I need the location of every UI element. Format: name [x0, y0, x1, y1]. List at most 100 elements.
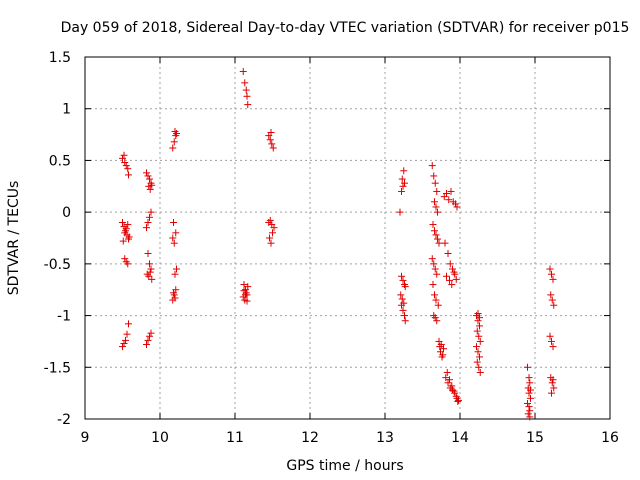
data-point: [549, 376, 557, 384]
data-point: [475, 332, 483, 340]
data-point: [434, 235, 441, 243]
axes: 9 10 11 12 13 14 15 16 -2 -1.5 -1 -0.5 0 0.5 1 1.5: [44, 50, 619, 446]
data-series: [119, 67, 558, 421]
data-point: [266, 234, 273, 242]
data-point: [440, 345, 447, 353]
data-point: [125, 320, 132, 328]
data-point: [244, 101, 252, 109]
data-point: [446, 260, 454, 268]
data-point: [524, 363, 531, 371]
y-tick-label: 1.5: [49, 50, 71, 66]
data-point: [145, 182, 153, 190]
data-point: [433, 270, 441, 278]
data-point: [443, 368, 451, 376]
data-point: [446, 376, 453, 384]
data-point: [474, 310, 482, 318]
data-point: [399, 306, 407, 314]
data-point: [446, 276, 453, 284]
data-point: [398, 301, 405, 309]
data-point: [475, 363, 483, 371]
data-point: [267, 239, 275, 247]
x-tick-label: 15: [526, 430, 544, 446]
data-point: [525, 374, 533, 382]
data-point: [125, 171, 132, 179]
data-point: [527, 394, 534, 402]
data-point: [430, 172, 438, 180]
data-point: [474, 348, 482, 356]
data-point: [171, 270, 179, 278]
data-point: [439, 351, 447, 359]
data-point: [401, 312, 408, 320]
data-point: [450, 268, 458, 276]
data-point: [170, 289, 177, 297]
data-point: [144, 218, 152, 226]
data-point: [146, 260, 153, 268]
data-point: [399, 276, 407, 284]
x-tick-label: 10: [151, 430, 169, 446]
data-point: [434, 208, 441, 216]
data-point: [120, 151, 128, 159]
data-point: [147, 208, 155, 216]
data-point: [240, 287, 248, 295]
data-point: [429, 221, 437, 229]
data-point: [525, 403, 533, 411]
data-point: [443, 190, 450, 198]
x-tick-label: 14: [451, 430, 469, 446]
data-point: [428, 255, 436, 263]
data-point: [449, 265, 456, 273]
data-point: [242, 86, 250, 94]
data-point: [122, 336, 129, 344]
data-point: [432, 203, 440, 211]
data-point: [146, 213, 153, 221]
data-point: [146, 175, 153, 183]
data-point: [476, 337, 484, 345]
data-point: [546, 265, 554, 273]
data-point: [400, 167, 408, 175]
data-point: [239, 67, 247, 75]
data-point: [434, 301, 442, 309]
data-point: [525, 389, 533, 397]
data-point: [452, 275, 460, 283]
data-point: [431, 314, 439, 322]
data-point: [397, 291, 405, 299]
x-tick-label: 11: [226, 430, 244, 446]
data-point: [170, 218, 177, 226]
data-point: [432, 231, 440, 239]
data-point: [119, 237, 127, 245]
data-point: [399, 182, 407, 190]
data-point: [431, 227, 438, 235]
data-point: [442, 374, 450, 382]
data-point: [144, 250, 152, 258]
data-point: [121, 229, 129, 237]
data-point: [450, 387, 458, 395]
y-tick-label: -2: [57, 412, 71, 428]
data-point: [398, 187, 405, 195]
data-point: [144, 172, 152, 180]
data-point: [125, 233, 133, 241]
data-point: [170, 239, 178, 247]
data-point: [146, 268, 154, 276]
data-point: [550, 301, 558, 309]
data-point: [269, 229, 276, 237]
y-tick-label: -1.5: [44, 360, 71, 376]
data-point: [448, 382, 456, 390]
data-point: [144, 336, 152, 344]
data-point: [170, 138, 178, 146]
data-point: [401, 179, 408, 187]
data-point: [398, 295, 406, 303]
data-point: [431, 291, 438, 299]
y-tick-label: -1: [57, 309, 71, 325]
data-point: [121, 158, 129, 166]
data-point: [120, 339, 128, 347]
y-axis-label: SDTVAR / TECUs: [6, 181, 22, 296]
data-point: [119, 154, 126, 162]
data-point: [476, 322, 483, 330]
data-point: [547, 291, 555, 299]
data-point: [549, 275, 557, 283]
data-point: [444, 250, 452, 258]
data-point: [444, 379, 452, 387]
data-point: [476, 368, 484, 376]
data-point: [549, 343, 557, 351]
data-point: [145, 272, 153, 280]
data-point: [435, 239, 443, 247]
